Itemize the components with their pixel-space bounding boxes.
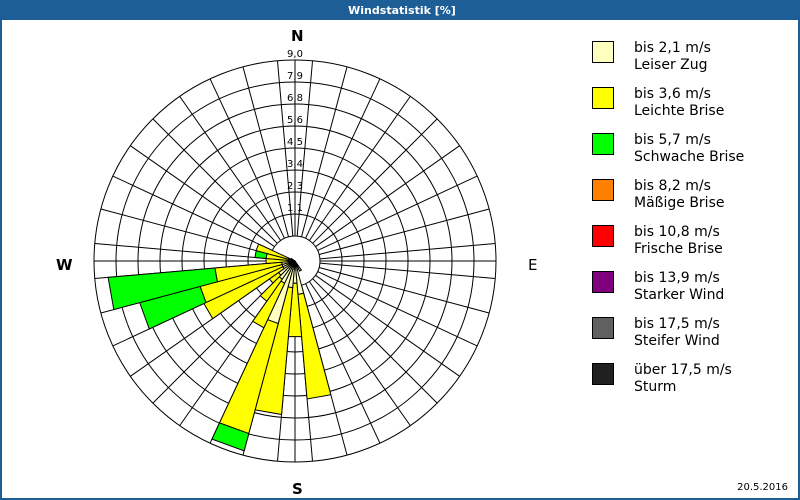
legend-label: bis 2,1 m/s Leiser Zug [634, 40, 711, 73]
legend-swatch [592, 87, 614, 109]
svg-text:4,5: 4,5 [287, 137, 303, 148]
svg-text:7,9: 7,9 [287, 71, 303, 82]
window-title: Windstatistik [%] [2, 0, 800, 20]
legend-swatch [592, 363, 614, 385]
polar-grid [93, 59, 497, 463]
wind-rose-chart: 1,1 2,3 3,4 4,5 5,6 6,8 7,9 9,0 [93, 49, 497, 463]
svg-text:5,6: 5,6 [287, 115, 303, 126]
compass-west: W [56, 256, 73, 274]
radial-tick-labels: 1,1 2,3 3,4 4,5 5,6 6,8 7,9 9,0 [287, 49, 303, 214]
legend-label: über 17,5 m/s Sturm [634, 362, 732, 395]
compass-north: N [291, 27, 304, 45]
svg-text:9,0: 9,0 [287, 49, 303, 60]
legend-swatch [592, 179, 614, 201]
legend-label: bis 8,2 m/s Mäßige Brise [634, 178, 725, 211]
legend-swatch [592, 271, 614, 293]
svg-text:1,1: 1,1 [287, 203, 303, 214]
legend-label: bis 17,5 m/s Steifer Wind [634, 316, 720, 349]
legend-label: bis 5,7 m/s Schwache Brise [634, 132, 745, 165]
svg-text:3,4: 3,4 [287, 159, 303, 170]
legend-label: bis 10,8 m/s Frische Brise [634, 224, 723, 257]
legend-label: bis 3,6 m/s Leichte Brise [634, 86, 725, 119]
legend-swatch [592, 41, 614, 63]
svg-text:6,8: 6,8 [287, 93, 303, 104]
legend-swatch [592, 133, 614, 155]
compass-south: S [292, 480, 303, 498]
date-label: 20.5.2016 [737, 482, 788, 493]
wind-bars [107, 243, 332, 452]
compass-east: E [528, 256, 538, 274]
legend-label: bis 13,9 m/s Starker Wind [634, 270, 725, 303]
svg-text:2,3: 2,3 [287, 181, 303, 192]
legend-swatch [592, 317, 614, 339]
legend-swatch [592, 225, 614, 247]
